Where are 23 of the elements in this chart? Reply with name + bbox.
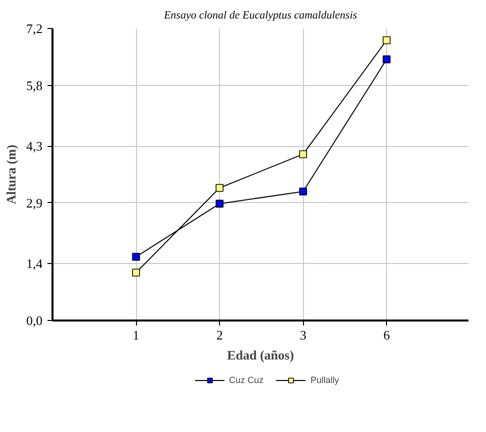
legend-label: Cuz Cuz <box>228 374 264 386</box>
x-tick-label: 1 <box>132 328 140 342</box>
point <box>216 200 224 208</box>
y-axis-title: Altura (m) <box>3 144 18 204</box>
chart-title: Ensayo clonal de Eucalyptus camaldulensis <box>162 10 358 22</box>
legend-label: Pullally <box>310 374 340 386</box>
y-tick-label: 0,0 <box>26 313 42 328</box>
point <box>299 188 307 196</box>
y-tick-label: 7,2 <box>26 21 42 36</box>
point <box>132 268 140 277</box>
point <box>132 252 140 261</box>
x-tick-label: 3 <box>300 328 306 342</box>
point <box>382 36 391 44</box>
point <box>299 150 307 158</box>
x-tick-label: 6 <box>383 328 390 342</box>
x-axis-title: Edad (años) <box>227 348 294 362</box>
x-tick-label: 2 <box>216 328 223 342</box>
point <box>382 55 391 64</box>
point <box>216 184 224 192</box>
y-tick-label: 5,8 <box>26 78 42 93</box>
y-tick-label: 1,4 <box>26 256 43 272</box>
y-tick-label: 2,9 <box>26 195 42 210</box>
y-tick-label: 4,3 <box>26 138 42 154</box>
